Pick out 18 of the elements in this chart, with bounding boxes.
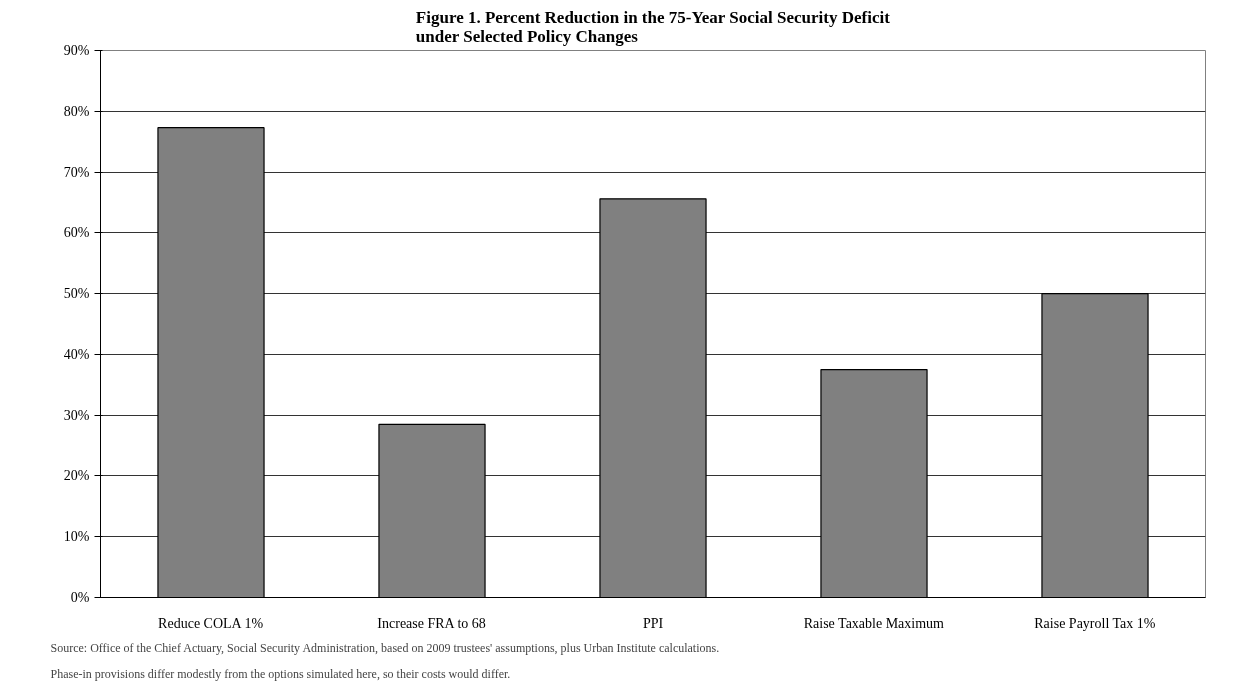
- y-tick-label: 10%: [63, 529, 90, 545]
- y-tick-label: 30%: [63, 407, 90, 423]
- y-tick-label: 20%: [63, 468, 90, 484]
- chart-title: Figure 1. Percent Reduction in the 75-Year Social Security Deficit under Selected Policy Changes: [415, 7, 891, 46]
- source-note: Source: Office of the Chief Actuary, Social Security Administration, based on 2009 trustees' assumptions, plus Urban Institute calculations.: [50, 640, 720, 655]
- y-tick-label: 40%: [63, 346, 90, 362]
- y-tick-label: 90%: [63, 43, 90, 58]
- x-tick-label: Reduce COLA 1%: [158, 615, 264, 631]
- x-tick-label: Increase FRA to 68: [377, 615, 486, 631]
- text: Phase-in provisions differ modestly from the options simulated here, so their costs would differ.: [50, 666, 511, 681]
- x-tick-label: Raise Payroll Tax 1%: [1034, 615, 1156, 631]
- x-tick-label: Raise Taxable Maximum: [803, 615, 945, 631]
- y-tick-label: 60%: [63, 225, 90, 241]
- x-tick-label: PPI: [642, 615, 664, 631]
- y-tick-label: 70%: [63, 164, 90, 180]
- y-tick-label: 0%: [70, 590, 90, 605]
- y-tick-label: 50%: [63, 286, 90, 302]
- y-tick-label: 80%: [63, 103, 90, 119]
